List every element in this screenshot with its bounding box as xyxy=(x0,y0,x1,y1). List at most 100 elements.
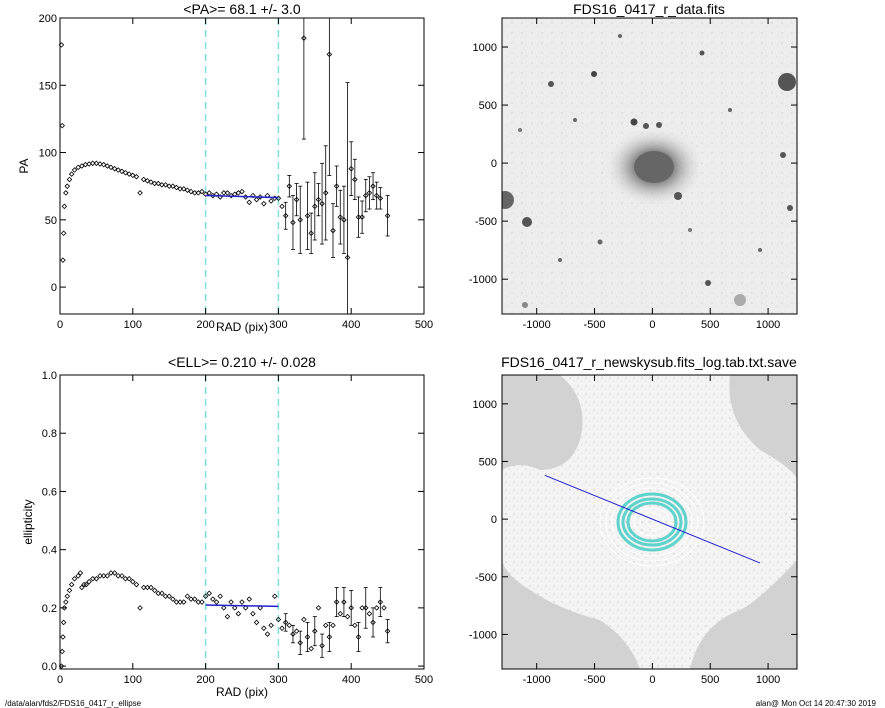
ell-data-point xyxy=(359,605,365,611)
ell-data-point xyxy=(191,596,198,602)
pa-data-point xyxy=(104,163,111,169)
ell-data-point xyxy=(148,584,154,591)
pa-data-point xyxy=(352,176,358,183)
pa-y-tick-label: 0 xyxy=(51,282,57,294)
ell-data-point xyxy=(341,599,347,605)
data-image-y-tick-label: 1000 xyxy=(473,42,497,54)
ell-x-tick-label: 400 xyxy=(342,674,360,686)
ell-data-point xyxy=(184,593,191,599)
ell-data-point xyxy=(279,625,285,632)
ell-data-point xyxy=(213,599,220,605)
pa-data-point xyxy=(115,167,122,173)
pa-data-point xyxy=(184,187,191,193)
ell-data-point xyxy=(144,584,151,591)
pa-x-tick-label: 0 xyxy=(57,319,63,331)
ell-data-point xyxy=(366,610,373,617)
ell-data-point xyxy=(228,599,234,605)
data-image-x-tick-label: 0 xyxy=(649,319,655,331)
ell-data-point xyxy=(60,619,67,626)
pa-data-point xyxy=(63,190,69,196)
pa-data-point xyxy=(71,167,78,173)
ell-data-point xyxy=(195,599,202,605)
pa-data-point xyxy=(64,183,71,189)
ell-points xyxy=(58,570,391,669)
ell-x-tick-label: 0 xyxy=(57,674,63,686)
pa-x-tick-label: 200 xyxy=(196,319,214,331)
pa-data-point xyxy=(384,213,391,219)
skysub-image-y-ticks: -1000 -500 0 500 1000 xyxy=(469,399,797,641)
skysub-image xyxy=(502,375,797,669)
pa-data-point xyxy=(195,190,202,196)
pa-data-point xyxy=(166,183,172,189)
pa-data-point xyxy=(97,161,103,167)
pa-data-point xyxy=(282,213,289,219)
ell-data-point xyxy=(166,593,172,599)
ell-data-point xyxy=(257,605,263,611)
pa-direction-line xyxy=(544,474,761,564)
ell-data-point xyxy=(180,599,187,605)
skysub-image-panel: FDS16_0417_r_newskysub.fits_log.tab.txt.… xyxy=(469,354,798,686)
ell-data-point xyxy=(170,596,176,602)
data-image-y-tick-label: 0 xyxy=(491,158,497,170)
ell-data-point xyxy=(89,575,96,582)
pa-data-point xyxy=(370,183,376,189)
pa-data-point xyxy=(301,35,307,41)
ell-data-point xyxy=(68,581,75,588)
pa-data-point xyxy=(333,183,340,189)
pa-data-point xyxy=(373,192,380,199)
ell-data-point xyxy=(77,570,84,576)
ell-data-point xyxy=(261,625,267,632)
ell-data-point xyxy=(319,642,325,649)
ell-data-point xyxy=(322,622,329,629)
data-image-y-tick-label: -1000 xyxy=(469,274,497,286)
pa-data-point xyxy=(359,214,365,220)
pa-data-point xyxy=(111,165,118,172)
ell-data-point xyxy=(355,634,362,640)
ell-data-point xyxy=(159,590,165,597)
pa-data-point xyxy=(202,191,209,198)
pa-y-tick-label: 200 xyxy=(39,13,57,25)
skysub-image-y-tick-label: 0 xyxy=(491,514,497,526)
ell-y-tick-label: 0.4 xyxy=(42,545,57,557)
pa-data-point xyxy=(66,176,73,183)
ell-data-point xyxy=(155,590,162,597)
skysub-image-x-tick-label: 0 xyxy=(649,674,655,686)
pa-data-point xyxy=(377,195,384,202)
pa-data-point xyxy=(246,199,253,206)
skysub-image-y-tick-label: 500 xyxy=(479,456,497,468)
pa-data-point xyxy=(326,51,333,58)
ell-data-point xyxy=(60,634,66,640)
skysub-image-x-tick-label: 1000 xyxy=(756,674,780,686)
ell-data-point xyxy=(246,596,253,602)
ell-data-point xyxy=(93,575,100,582)
ell-x-tick-label: 100 xyxy=(124,674,142,686)
ell-data-point xyxy=(253,619,260,626)
pa-data-point xyxy=(86,161,92,167)
footer-timestamp: alan@ Mon Oct 14 20:47:30 2019 xyxy=(756,699,877,708)
skysub-image-y-tick-label: -1000 xyxy=(469,629,497,641)
ell-data-point xyxy=(231,605,238,611)
skysub-image-title: FDS16_0417_r_newskysub.fits_log.tab.txt.… xyxy=(501,354,797,370)
data-image-y-ticks: -1000 -500 0 500 1000 xyxy=(469,42,797,286)
ell-data-point xyxy=(202,593,209,599)
ell-y-tick-label: 0.8 xyxy=(42,428,57,440)
pa-y-ticks: 0 50 100 150 200 xyxy=(39,13,424,294)
pa-x-label: RAD (pix) xyxy=(216,320,268,334)
pa-data-point xyxy=(312,203,318,210)
ell-data-point xyxy=(100,573,107,579)
ell-y-tick-label: 0.6 xyxy=(42,486,57,498)
ell-data-point xyxy=(71,575,78,582)
skysub-image-x-ticks: -1000 -500 0 500 1000 xyxy=(523,375,780,686)
ell-data-point xyxy=(83,581,89,588)
ell-x-tick-label: 200 xyxy=(196,674,214,686)
ell-data-point xyxy=(108,570,114,576)
pa-data-point xyxy=(126,171,132,177)
ell-data-point xyxy=(326,634,333,640)
pa-data-point xyxy=(315,196,322,203)
pa-data-point xyxy=(199,188,205,195)
data-image-x-tick-label: -1000 xyxy=(523,319,551,331)
ell-data-point xyxy=(133,581,140,588)
data-image-y-tick-label: -500 xyxy=(475,216,497,228)
ell-data-point xyxy=(312,628,318,634)
